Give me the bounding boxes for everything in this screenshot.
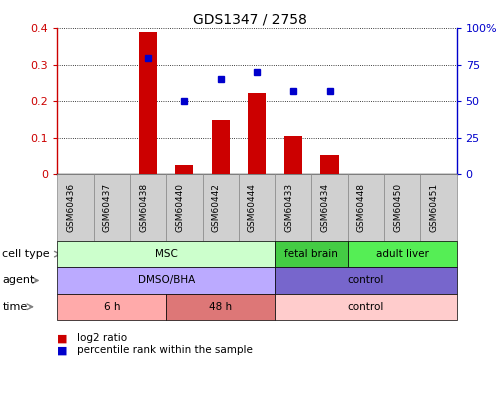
Text: time: time	[2, 302, 28, 312]
Text: agent: agent	[2, 275, 35, 286]
Bar	[212, 120, 230, 174]
Bar	[248, 93, 266, 174]
Text: GSM60433: GSM60433	[284, 183, 293, 232]
Text: GSM60450: GSM60450	[393, 183, 402, 232]
Text: fetal brain: fetal brain	[284, 249, 338, 259]
Text: adult liver: adult liver	[376, 249, 429, 259]
Bar	[139, 32, 157, 174]
Text: GSM60440: GSM60440	[176, 183, 185, 232]
Text: control: control	[348, 302, 384, 312]
Text: GSM60442: GSM60442	[212, 183, 221, 232]
Text: GSM60438: GSM60438	[139, 183, 148, 232]
Bar	[175, 165, 194, 174]
Text: cell type: cell type	[2, 249, 50, 259]
Text: GSM60437: GSM60437	[103, 183, 112, 232]
Text: 6 h: 6 h	[104, 302, 120, 312]
Text: GDS1347 / 2758: GDS1347 / 2758	[193, 12, 306, 26]
Text: GSM60448: GSM60448	[357, 183, 366, 232]
Bar	[284, 136, 302, 174]
Text: MSC: MSC	[155, 249, 178, 259]
Text: DMSO/BHA: DMSO/BHA	[138, 275, 195, 286]
Text: log2 ratio: log2 ratio	[77, 333, 127, 343]
Text: GSM60436: GSM60436	[66, 183, 75, 232]
Text: percentile rank within the sample: percentile rank within the sample	[77, 345, 253, 355]
Bar	[320, 155, 339, 174]
Text: 48 h: 48 h	[209, 302, 232, 312]
Text: GSM60444: GSM60444	[248, 183, 257, 232]
Text: GSM60451: GSM60451	[430, 183, 439, 232]
Text: GSM60434: GSM60434	[320, 183, 329, 232]
Text: control: control	[348, 275, 384, 286]
Text: ■: ■	[57, 345, 68, 355]
Text: ■: ■	[57, 333, 68, 343]
